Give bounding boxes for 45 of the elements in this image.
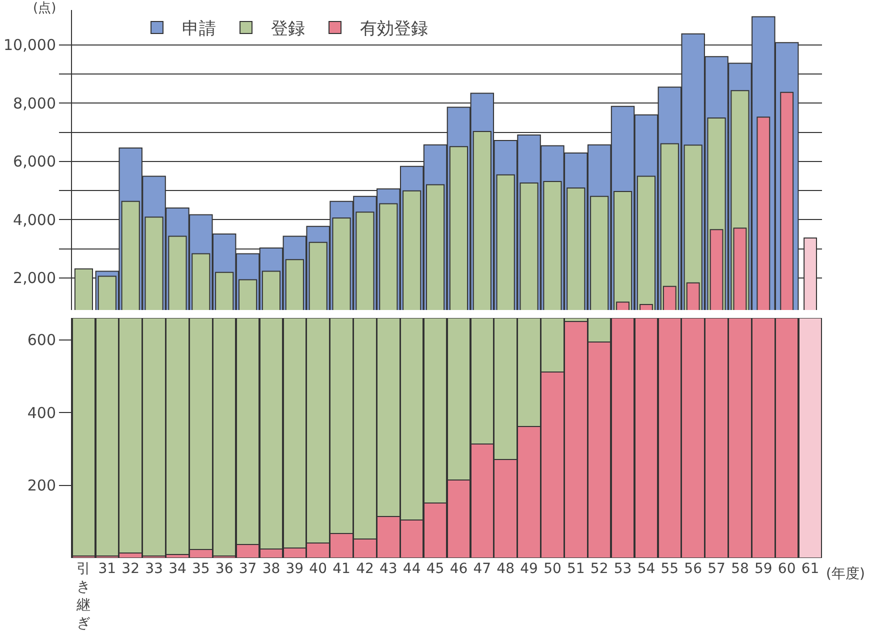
x-tick-label: 52	[590, 561, 608, 577]
y-tick-label: 4,000	[13, 210, 56, 229]
x-tick-label: 57	[708, 561, 726, 577]
x-tick-label: 31	[98, 561, 116, 577]
x-tick-label: 46	[450, 561, 468, 577]
x-tick-label: 41	[332, 561, 350, 577]
x-tick-label: 45	[426, 561, 444, 577]
x-tick-label: 40	[309, 561, 328, 577]
x-tick-label: 61	[801, 561, 820, 577]
y-tick-label: 2,000	[13, 269, 56, 288]
legend-label: 申請	[182, 19, 216, 40]
x-tick-label: 42	[356, 561, 374, 577]
x-tick-label: 38	[262, 561, 280, 577]
y-tick-label: 600	[27, 331, 56, 350]
y-tick-label: 8,000	[13, 94, 56, 112]
x-tick-label: 34	[168, 561, 186, 577]
x-axis-title: (年度)	[826, 566, 865, 582]
x-tick-label: 37	[238, 561, 257, 577]
x-tick-label: 56	[684, 561, 702, 577]
y-tick-label: 6,000	[13, 152, 56, 171]
x-tick-label: 35	[192, 561, 210, 577]
y-tick-label: 10,000	[4, 36, 56, 54]
x-tick-label: 49	[520, 561, 538, 577]
x-tick-label: 55	[660, 561, 679, 577]
legend-label: 有効登録	[360, 19, 428, 40]
x-tick-label: 50	[544, 561, 562, 577]
x-tick-label: 引き継ぎ	[76, 561, 91, 632]
x-tick-label: 51	[566, 561, 585, 577]
x-tick-label: 59	[754, 561, 772, 577]
x-tick-label: 44	[402, 561, 421, 577]
legend-label: 登録	[271, 19, 305, 40]
y-tick-label: 200	[27, 476, 56, 495]
x-tick-label: 58	[731, 561, 749, 577]
x-tick-label: 60	[778, 561, 796, 577]
x-tick-label: 33	[145, 561, 163, 577]
x-tick-label: 47	[473, 561, 492, 577]
y-tick-label: 400	[27, 404, 56, 422]
x-tick-label: 36	[215, 561, 234, 577]
x-tick-label: 53	[614, 561, 632, 577]
x-tick-label: 39	[286, 561, 304, 577]
x-tick-label: 43	[379, 561, 398, 577]
y-axis-title: (点)	[33, 1, 56, 16]
x-tick-label: 54	[637, 561, 656, 577]
x-tick-label: 32	[122, 561, 140, 577]
x-tick-label: 48	[496, 561, 515, 577]
